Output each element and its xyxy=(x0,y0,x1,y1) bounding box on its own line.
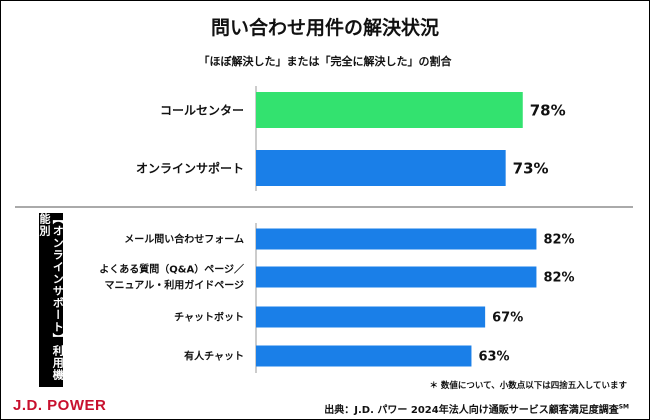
category-label-2: オンラインサポート xyxy=(136,160,244,175)
source-text: 出典：J.D. パワー 2024年法人向け通販サービス顧客満足度調査SM xyxy=(324,401,629,416)
bar-1 xyxy=(256,92,523,128)
bar-5 xyxy=(256,306,486,328)
category-label-6: 有人チャット xyxy=(184,350,244,363)
bar-4 xyxy=(256,266,537,288)
bar-6 xyxy=(256,345,472,367)
chart-title: 問い合わせ用件の解決状況 xyxy=(210,17,439,39)
category-label-1: コールセンター xyxy=(160,103,244,117)
value-label-2: 73% xyxy=(513,159,549,177)
category-label-5: チャットボット xyxy=(174,311,244,324)
category-label-4-line-2: マニュアル・利用ガイドページ xyxy=(105,279,245,292)
category-label-3: メール問い合わせフォーム xyxy=(124,233,244,246)
value-label-5: 67% xyxy=(492,311,523,326)
bar-2 xyxy=(256,150,506,186)
bar-3 xyxy=(256,228,537,250)
service-mark: SM xyxy=(618,403,629,411)
group-label-box: 【オンラインサポート】利用機能別 xyxy=(38,213,65,387)
value-label-1: 78% xyxy=(530,101,566,119)
group-label: 【オンラインサポート】利用機能別 xyxy=(38,213,65,381)
value-label-3: 82% xyxy=(543,233,574,248)
footnote: ＊ 数値について、小数点以下は四捨五入しています xyxy=(429,381,627,391)
source-label: 出典：J.D. パワー 2024年法人向け通販サービス顧客満足度調査 xyxy=(324,405,619,416)
value-label-6: 63% xyxy=(478,350,509,365)
value-label-4: 82% xyxy=(543,271,574,286)
category-label-4-line-1: よくある質問（Q&A）ページ／ xyxy=(99,263,244,276)
chart-subtitle: 「ほぼ解決した」または「完全に解決した」の割合 xyxy=(198,55,452,68)
jd-power-logo: J.D. POWER xyxy=(13,397,107,414)
